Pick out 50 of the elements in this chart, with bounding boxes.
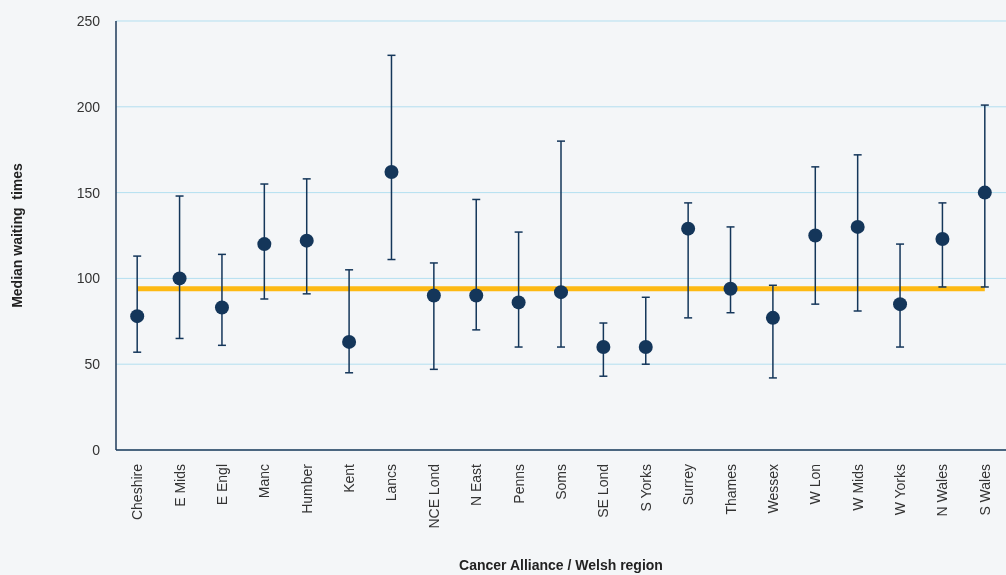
- point: [681, 221, 696, 236]
- point: [469, 288, 484, 303]
- x-tick-label: W Yorks: [892, 464, 909, 516]
- y-tick-label: 200: [76, 98, 101, 115]
- x-tick-label: Cheshire: [129, 463, 146, 521]
- x-tick-label: S Wales: [976, 464, 993, 516]
- point: [214, 300, 229, 315]
- point: [342, 334, 357, 349]
- point: [426, 288, 441, 303]
- y-tick-label: 50: [84, 356, 101, 373]
- point: [638, 340, 653, 355]
- x-tick-label: Thames: [722, 464, 739, 515]
- x-tick-label: N Wales: [934, 464, 951, 517]
- y-tick-label: 0: [92, 441, 101, 458]
- x-tick-label: NCE Lond: [425, 464, 442, 529]
- point: [299, 233, 314, 248]
- x-tick-label: Humber: [298, 463, 315, 514]
- point: [977, 185, 992, 200]
- x-tick-label: S Yorks: [637, 464, 654, 512]
- x-tick-label: Penns: [510, 464, 527, 504]
- x-tick-label: SE Lond: [595, 464, 612, 518]
- x-tick-label: Soms: [553, 464, 569, 500]
- point: [511, 295, 526, 310]
- point: [384, 165, 399, 180]
- point: [765, 310, 780, 325]
- point: [850, 219, 865, 234]
- point: [723, 281, 738, 296]
- x-tick-label: Manc: [256, 464, 273, 499]
- x-tick-label: E Mids: [171, 464, 188, 507]
- y-tick-label: 150: [76, 184, 101, 201]
- x-tick-label: Lancs: [383, 464, 400, 502]
- point: [893, 297, 908, 312]
- x-tick-label: Surrey: [680, 464, 697, 506]
- point: [257, 237, 272, 252]
- point: [130, 309, 145, 324]
- x-axis-title: Cancer Alliance / Welsh region: [459, 557, 663, 573]
- x-tick-label: W Lon: [807, 464, 824, 505]
- point: [596, 340, 611, 355]
- point: [172, 271, 187, 286]
- y-axis-title: Median waiting times: [9, 162, 25, 308]
- x-tick-label: N East: [468, 463, 485, 507]
- x-tick-label: E Engl: [213, 464, 230, 506]
- y-tick-label: 100: [76, 270, 101, 287]
- x-tick-label: Kent: [341, 463, 358, 493]
- x-tick-label: W Mids: [849, 464, 866, 511]
- point: [808, 228, 823, 243]
- y-tick-label: 250: [76, 12, 101, 29]
- x-tick-label: Wessex: [764, 464, 781, 514]
- point: [554, 285, 568, 300]
- point: [935, 231, 950, 246]
